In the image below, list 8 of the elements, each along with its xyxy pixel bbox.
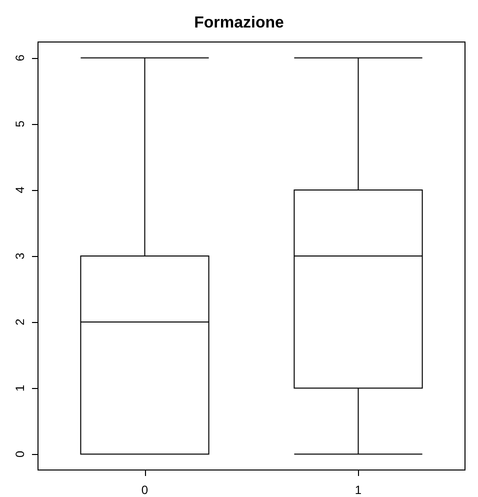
- y-tick-label: 2: [13, 318, 27, 326]
- y-tick-label: 6: [13, 54, 27, 62]
- chart-title: Formazione: [194, 14, 284, 32]
- y-tick-label: 0: [13, 450, 27, 458]
- y-tick-label: 3: [13, 252, 27, 260]
- y-tick-label: 5: [13, 120, 27, 128]
- y-tick-label: 4: [13, 186, 27, 194]
- y-tick-label: 1: [13, 384, 27, 392]
